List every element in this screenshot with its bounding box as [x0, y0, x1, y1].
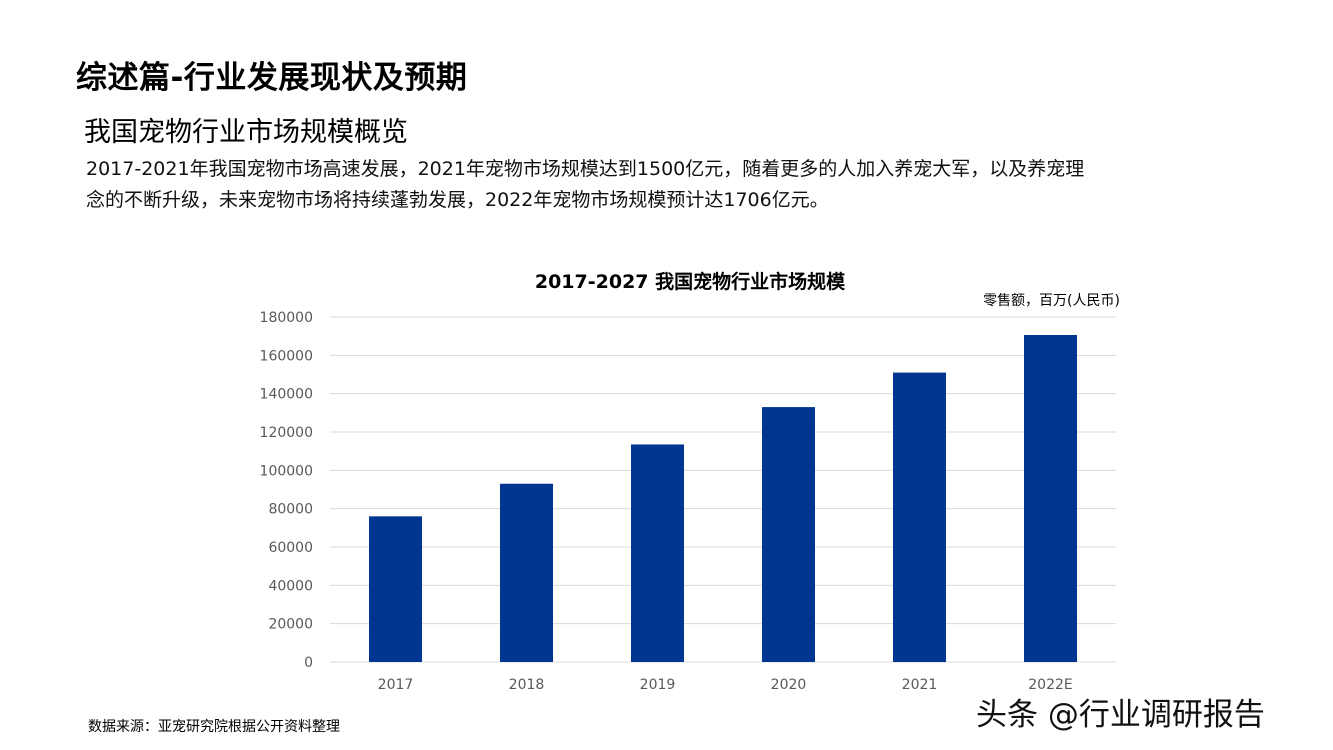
x-tick-label: 2017	[378, 677, 414, 693]
y-tick-label: 180000	[260, 310, 313, 326]
x-tick-label: 2020	[771, 677, 807, 693]
bar-2020	[762, 407, 815, 662]
x-tick-label: 2022E	[1028, 677, 1072, 693]
bar-2021	[893, 372, 946, 662]
x-axis-ticks: 2017 2018 2019 2020 2021 2022E	[378, 677, 1073, 693]
chart-title: 2017-2027 我国宠物行业市场规模	[535, 270, 846, 293]
watermark: 头条 @行业调研报告	[976, 697, 1265, 733]
y-tick-label: 20000	[268, 617, 313, 633]
y-tick-label: 160000	[260, 348, 313, 364]
y-tick-label: 60000	[268, 540, 313, 556]
y-tick-label: 140000	[260, 387, 313, 403]
bar-2018	[500, 483, 553, 662]
data-source-note: 数据来源：亚宠研究院根据公开资料整理	[88, 719, 340, 735]
description-line-2: 念的不断升级，未来宠物市场将持续蓬勃发展，2022年宠物市场规模预计达1706亿…	[86, 189, 829, 211]
x-tick-label: 2021	[902, 677, 938, 693]
page-subtitle: 我国宠物行业市场规模概览	[84, 117, 408, 148]
y-tick-label: 40000	[268, 578, 313, 594]
description: 2017-2021年我国宠物市场高速发展，2021年宠物市场规模达到1500亿元…	[86, 154, 1246, 216]
y-tick-label: 80000	[268, 502, 313, 518]
y-tick-label: 120000	[260, 425, 313, 441]
y-axis-ticks: 0 20000 40000 60000 80000 100000 120000 140000 1…	[260, 310, 313, 671]
x-tick-label: 2019	[640, 677, 676, 693]
bar-2019	[631, 444, 684, 662]
x-tick-label: 2018	[509, 677, 545, 693]
section-title: 综述篇-行业发展现状及预期	[76, 60, 468, 96]
grid-lines	[330, 316, 1116, 663]
y-tick-label: 100000	[260, 463, 313, 479]
bars	[369, 335, 1077, 662]
y-tick-label: 0	[304, 655, 313, 671]
bar-2017	[369, 516, 422, 662]
chart-unit-label: 零售额，百万(人民币)	[983, 293, 1120, 309]
bar-2022E	[1024, 335, 1077, 662]
description-line-1: 2017-2021年我国宠物市场高速发展，2021年宠物市场规模达到1500亿元…	[86, 158, 1085, 180]
